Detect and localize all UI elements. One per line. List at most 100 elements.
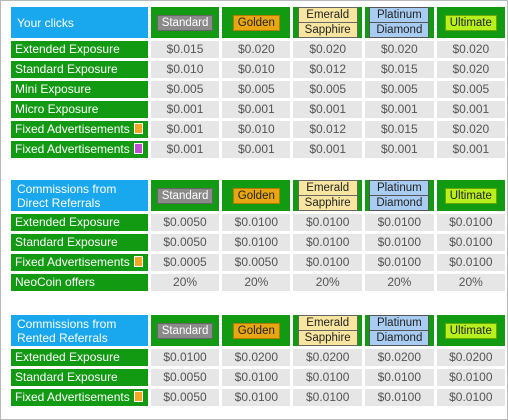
value-cell: 20% — [222, 274, 291, 291]
value-cell: $0.020 — [222, 41, 291, 58]
table-header-row: Your clicks Standard Golden Emerald Sapph… — [11, 7, 505, 38]
tier-badge-sapphire: Sapphire — [297, 23, 358, 38]
commission-table-3: Commissions from Rented Referrals Standa… — [8, 312, 508, 409]
value-cell: $0.005 — [150, 81, 220, 98]
value-cell: $0.005 — [436, 81, 505, 98]
value-cell: $0.0050 — [150, 369, 220, 386]
tier-header-ultimate: Ultimate — [436, 180, 505, 211]
value-cell: $0.012 — [293, 61, 363, 78]
value-cell: $0.001 — [293, 141, 363, 158]
row-label: NeoCoin offers — [15, 275, 95, 289]
row-label-cell: Mini Exposure — [11, 81, 148, 98]
table-row: Micro Exposure $0.001 $0.001 $0.001 $0.001 $0… — [11, 101, 505, 118]
row-label: Fixed Advertisements — [15, 390, 130, 404]
value-cell: $0.0100 — [365, 389, 434, 406]
tier-badge-standard: Standard — [156, 15, 214, 31]
value-cell: $0.0200 — [436, 349, 505, 366]
value-cell: $0.020 — [436, 41, 505, 58]
value-cell: $0.020 — [293, 41, 363, 58]
tier-badge-golden: Golden — [232, 323, 280, 339]
value-cell: $0.0005 — [150, 254, 220, 271]
tier-badge-platinum: Platinum — [369, 180, 430, 196]
tier-badge-standard: Standard — [156, 188, 214, 204]
table-row: Extended Exposure $0.015 $0.020 $0.020 $0.02… — [11, 41, 505, 58]
tier-badge-diamond: Diamond — [369, 196, 430, 211]
tier-header-golden: Golden — [222, 7, 291, 38]
value-cell: 20% — [293, 274, 363, 291]
table-row: Standard Exposure $0.0050 $0.0100 $0.0100 $0… — [11, 234, 505, 251]
value-cell: $0.001 — [293, 101, 363, 118]
row-label-cell: Standard Exposure — [11, 234, 148, 251]
magenta-square-icon — [133, 143, 143, 154]
value-cell: $0.020 — [436, 121, 505, 138]
tier-badge-sapphire: Sapphire — [297, 196, 358, 211]
section-title: Commissions from Direct Referrals — [11, 180, 148, 211]
table-row: Extended Exposure $0.0050 $0.0100 $0.0100 $0… — [11, 214, 505, 231]
value-cell: $0.0050 — [150, 214, 220, 231]
value-cell: $0.0200 — [222, 349, 291, 366]
value-cell: $0.005 — [222, 81, 291, 98]
table-row: Fixed Advertisements $0.0005 $0.0050 $0.010… — [11, 254, 505, 271]
value-cell: 20% — [436, 274, 505, 291]
tier-header-standard: Standard — [150, 180, 220, 211]
tier-badge-emerald: Emerald — [297, 180, 358, 196]
tier-header-platinum-diamond: Platinum Diamond — [365, 7, 434, 38]
row-label-cell: Fixed Advertisements — [11, 389, 148, 406]
value-cell: $0.0100 — [222, 214, 291, 231]
tier-header-emerald-sapphire: Emerald Sapphire — [293, 180, 363, 211]
value-cell: $0.005 — [365, 81, 434, 98]
value-cell: $0.0100 — [365, 214, 434, 231]
row-label-cell: NeoCoin offers — [11, 274, 148, 291]
value-cell: $0.0100 — [293, 214, 363, 231]
row-label: Standard Exposure — [15, 370, 118, 384]
tier-header-platinum-diamond: Platinum Diamond — [365, 180, 434, 211]
orange-square-icon — [133, 391, 143, 402]
value-cell: $0.0100 — [436, 254, 505, 271]
tier-header-emerald-sapphire: Emerald Sapphire — [293, 315, 363, 346]
row-label: Mini Exposure — [15, 82, 92, 96]
value-cell: $0.0100 — [436, 214, 505, 231]
value-cell: $0.0200 — [365, 349, 434, 366]
table-row: Standard Exposure $0.010 $0.010 $0.012 $0.01… — [11, 61, 505, 78]
row-label-cell: Fixed Advertisements — [11, 254, 148, 271]
orange-square-icon — [133, 123, 143, 134]
value-cell: $0.001 — [150, 101, 220, 118]
row-label: Extended Exposure — [15, 350, 120, 364]
table-header-row: Commissions from Direct Referrals Standa… — [11, 180, 505, 211]
orange-square-icon — [133, 256, 143, 267]
commission-table-1: Your clicks Standard Golden Emerald Sapph… — [8, 4, 508, 161]
value-cell: $0.0100 — [293, 369, 363, 386]
value-cell: $0.0100 — [365, 254, 434, 271]
tier-badge-golden: Golden — [232, 188, 280, 204]
tier-header-golden: Golden — [222, 315, 291, 346]
commission-table-2: Commissions from Direct Referrals Standa… — [8, 177, 508, 294]
value-cell: $0.020 — [436, 61, 505, 78]
value-cell: $0.0100 — [365, 369, 434, 386]
row-label: Extended Exposure — [15, 215, 120, 229]
row-label-cell: Micro Exposure — [11, 101, 148, 118]
tier-badge-sapphire: Sapphire — [297, 331, 358, 346]
value-cell: $0.010 — [222, 61, 291, 78]
table-row: Standard Exposure $0.0050 $0.0100 $0.0100 $0… — [11, 369, 505, 386]
tier-badge-standard: Standard — [156, 323, 214, 339]
value-cell: $0.015 — [365, 121, 434, 138]
value-cell: $0.0100 — [436, 234, 505, 251]
tier-badge-ultimate: Ultimate — [444, 323, 497, 339]
value-cell: $0.015 — [150, 41, 220, 58]
row-label: Extended Exposure — [15, 42, 120, 56]
tier-badge-ultimate: Ultimate — [444, 188, 497, 204]
value-cell: 20% — [365, 274, 434, 291]
value-cell: $0.0100 — [436, 369, 505, 386]
value-cell: $0.0100 — [150, 349, 220, 366]
tier-header-golden: Golden — [222, 180, 291, 211]
value-cell: $0.0100 — [222, 389, 291, 406]
value-cell: $0.001 — [365, 141, 434, 158]
row-label-cell: Standard Exposure — [11, 369, 148, 386]
row-label: Micro Exposure — [15, 102, 99, 116]
value-cell: $0.001 — [222, 101, 291, 118]
value-cell: $0.0050 — [222, 254, 291, 271]
row-label: Fixed Advertisements — [15, 142, 130, 156]
tier-header-platinum-diamond: Platinum Diamond — [365, 315, 434, 346]
tier-badge-diamond: Diamond — [369, 23, 430, 38]
row-label: Fixed Advertisements — [15, 122, 130, 136]
